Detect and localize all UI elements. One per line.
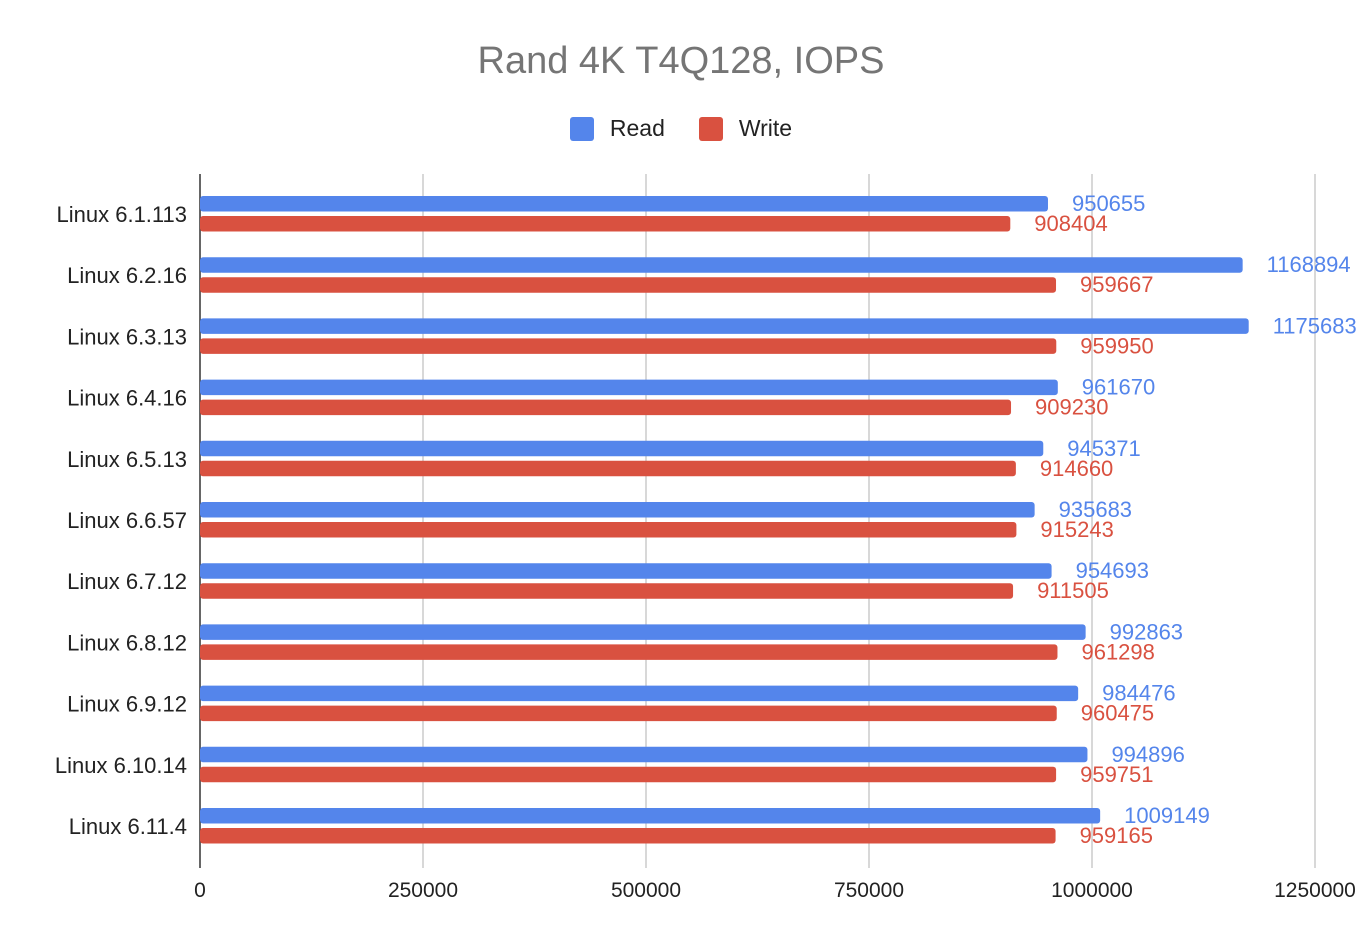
chart-title: Rand 4K T4Q128, IOPS xyxy=(477,40,885,82)
category-label: Linux 6.9.12 xyxy=(67,692,187,717)
category-label: Linux 6.6.57 xyxy=(67,508,187,533)
legend-label-read: Read xyxy=(609,115,665,141)
data-label-read: 935683 xyxy=(1059,497,1132,522)
legend-item-read[interactable]: Read xyxy=(569,115,665,142)
legend-label-write: Write xyxy=(738,115,793,141)
legend-swatch-write xyxy=(698,116,723,141)
bar-read xyxy=(200,563,1052,579)
data-label-read: 994896 xyxy=(1111,742,1184,767)
data-label-read: 945371 xyxy=(1067,436,1140,461)
bar-write xyxy=(200,216,1011,232)
bar-write xyxy=(200,644,1058,660)
bar-write xyxy=(200,766,1057,783)
bar-write xyxy=(200,522,1017,538)
data-label-read: 992863 xyxy=(1110,619,1183,644)
bar-read xyxy=(200,685,1079,702)
x-tick-label: 500000 xyxy=(611,879,681,902)
data-label-read: 950655 xyxy=(1072,191,1145,216)
category-label: Linux 6.8.12 xyxy=(67,630,187,655)
category-label: Linux 6.5.13 xyxy=(67,447,187,472)
data-label-write: 960475 xyxy=(1081,701,1154,726)
data-label-write: 961298 xyxy=(1081,639,1154,664)
data-label-write: 959751 xyxy=(1080,762,1153,787)
data-label-read: 1009149 xyxy=(1124,803,1210,828)
data-label-write: 915243 xyxy=(1040,517,1113,542)
legend: Read Write xyxy=(0,115,1362,142)
category-label: Linux 6.1.113 xyxy=(57,202,187,227)
data-label-write: 959950 xyxy=(1080,333,1153,358)
x-tick-label: 750000 xyxy=(834,879,904,902)
data-label-write: 959165 xyxy=(1080,823,1153,848)
data-label-read: 954693 xyxy=(1076,558,1149,583)
data-label-read: 1168894 xyxy=(1267,252,1351,277)
category-label: Linux 6.3.13 xyxy=(67,324,187,349)
data-label-read: 961670 xyxy=(1082,375,1155,400)
bar-write xyxy=(200,277,1057,293)
bar-read xyxy=(200,257,1243,273)
data-label-write: 908404 xyxy=(1034,211,1107,236)
bar-read xyxy=(200,196,1048,212)
bar-read xyxy=(200,379,1058,396)
data-label-read: 984476 xyxy=(1102,681,1175,706)
bar-read xyxy=(200,440,1044,457)
bar-read xyxy=(200,318,1249,334)
legend-item-write[interactable]: Write xyxy=(698,115,793,142)
data-label-write: 909230 xyxy=(1035,395,1108,420)
bar-write xyxy=(200,338,1057,354)
bar-write xyxy=(200,460,1016,477)
category-label: Linux 6.11.4 xyxy=(69,814,187,839)
x-tick-label: 250000 xyxy=(388,879,458,902)
category-label: Linux 6.2.16 xyxy=(67,263,187,288)
bar-write xyxy=(200,399,1012,416)
x-tick-label: 1000000 xyxy=(1051,879,1133,902)
bar-write xyxy=(200,828,1056,844)
legend-swatch-read xyxy=(569,116,594,141)
bar-write xyxy=(200,705,1057,722)
x-tick-label: 1250000 xyxy=(1274,879,1356,902)
bar-read xyxy=(200,502,1035,518)
bar-read xyxy=(200,746,1088,763)
data-label-write: 911505 xyxy=(1037,578,1109,603)
category-label: Linux 6.10.14 xyxy=(55,753,187,778)
data-label-write: 914660 xyxy=(1040,456,1113,481)
x-tick-label: 0 xyxy=(194,879,206,902)
category-label: Linux 6.7.12 xyxy=(67,569,187,594)
category-label: Linux 6.4.16 xyxy=(67,386,187,411)
bar-read xyxy=(200,624,1086,640)
bar-write xyxy=(200,583,1014,599)
data-label-write: 959667 xyxy=(1080,272,1153,297)
data-label-read: 1175683 xyxy=(1273,313,1357,338)
bar-read xyxy=(200,808,1101,824)
